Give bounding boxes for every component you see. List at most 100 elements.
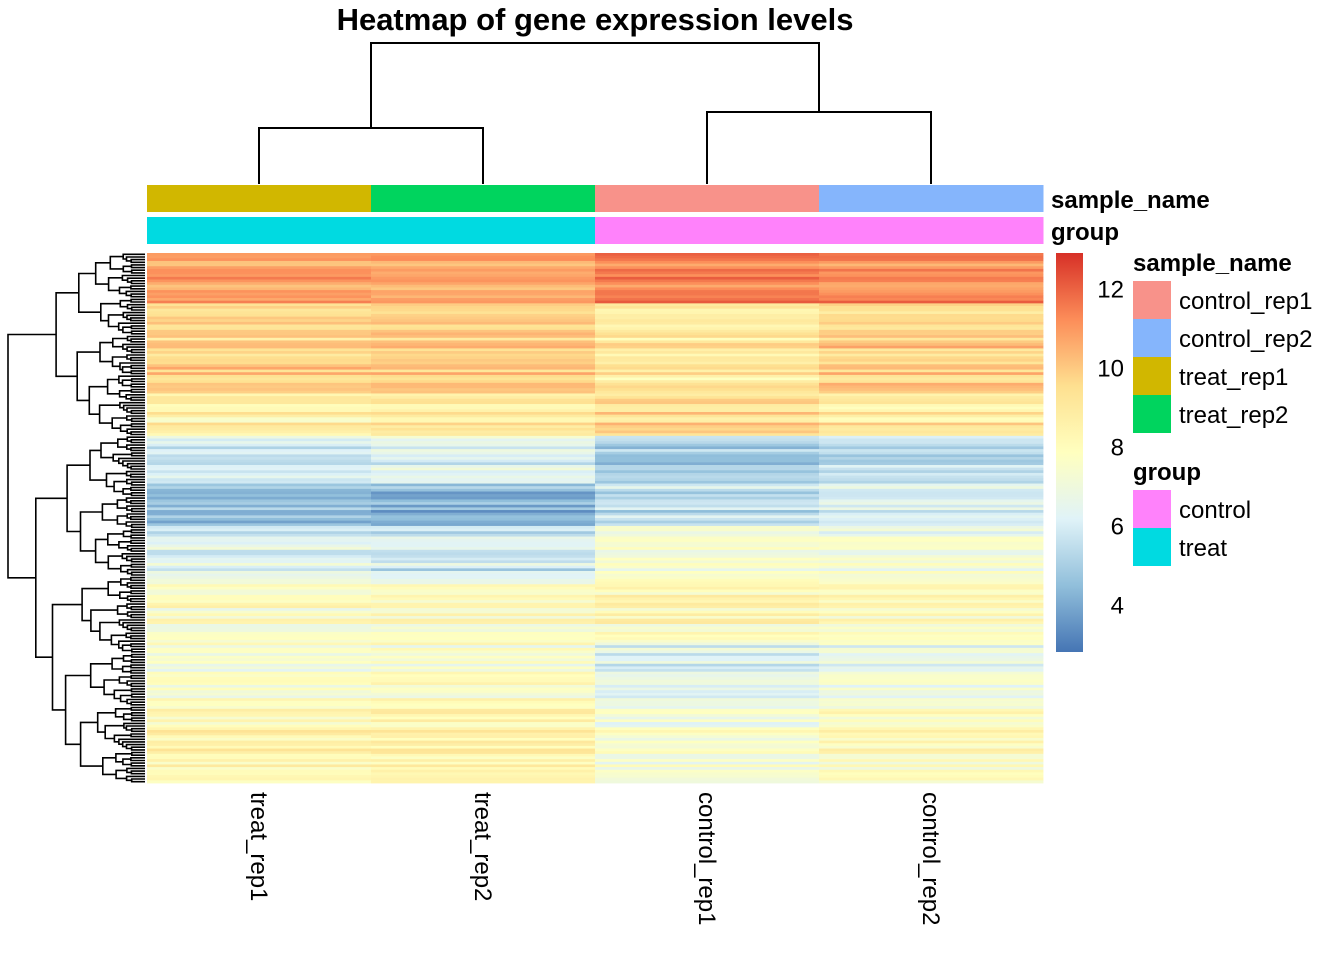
heatmap-cell <box>147 480 372 484</box>
heatmap-cell <box>595 761 820 765</box>
heatmap-cell <box>371 531 596 535</box>
heatmap-cell <box>595 496 820 500</box>
heatmap-cell <box>819 475 1044 479</box>
heatmap-cell <box>371 258 596 262</box>
heatmap-cell <box>147 565 372 569</box>
sample-name-annotation-cell <box>819 185 1044 212</box>
heatmap-cell <box>147 499 372 503</box>
heatmap-cell <box>819 578 1044 582</box>
heatmap-cell <box>595 324 820 328</box>
heatmap-cell <box>595 584 820 588</box>
heatmap-cell <box>819 608 1044 612</box>
heatmap-cell <box>147 510 372 514</box>
heatmap-cell <box>371 337 596 341</box>
heatmap-cell <box>147 677 372 681</box>
heatmap-cell <box>371 737 596 741</box>
heatmap-cell <box>595 552 820 556</box>
heatmap-cell <box>819 419 1044 423</box>
heatmap-cell <box>147 284 372 288</box>
heatmap-cell <box>371 491 596 495</box>
heatmap-cell <box>147 382 372 386</box>
heatmap-cell <box>595 308 820 312</box>
heatmap-cell <box>595 679 820 683</box>
heatmap-cell <box>371 690 596 694</box>
heatmap-cell <box>371 730 596 734</box>
heatmap-cell <box>595 531 820 535</box>
heatmap-cell <box>819 650 1044 654</box>
heatmap-cell <box>819 616 1044 620</box>
heatmap-cell <box>595 388 820 392</box>
heatmap-cell <box>595 523 820 527</box>
heatmap-cell <box>147 584 372 588</box>
heatmap-cell <box>819 329 1044 333</box>
heatmap-cell <box>147 433 372 437</box>
heatmap-cell <box>147 441 372 445</box>
heatmap-cell <box>371 480 596 484</box>
heatmap-cell <box>371 470 596 474</box>
heatmap-cell <box>819 560 1044 564</box>
heatmap-cell <box>147 459 372 463</box>
heatmap-cell <box>819 287 1044 291</box>
heatmap-cell <box>819 536 1044 540</box>
heatmap-cell <box>819 451 1044 455</box>
heatmap-cell <box>371 756 596 760</box>
heatmap-cell <box>595 716 820 720</box>
heatmap-cell <box>595 533 820 537</box>
heatmap-cell <box>371 372 596 376</box>
colorbar-ticks: 4 6 8 10 12 <box>1097 277 1124 620</box>
heatmap-cell <box>819 462 1044 466</box>
heatmap-cell <box>819 682 1044 686</box>
heatmap-cell <box>819 525 1044 529</box>
heatmap-cell <box>371 295 596 299</box>
heatmap-cell <box>819 449 1044 453</box>
heatmap-cell <box>819 722 1044 726</box>
heatmap-cell <box>147 345 372 349</box>
heatmap-cell <box>595 703 820 707</box>
heatmap-cell <box>819 430 1044 434</box>
heatmap-cell <box>819 496 1044 500</box>
heatmap-cell <box>595 446 820 450</box>
heatmap-cell <box>371 417 596 421</box>
heatmap-cell <box>595 624 820 628</box>
heatmap-cell <box>371 544 596 548</box>
heatmap-cell <box>819 552 1044 556</box>
heatmap-cell <box>595 290 820 294</box>
heatmap-cell <box>595 406 820 410</box>
heatmap-cell <box>371 541 596 545</box>
heatmap-cell <box>819 708 1044 712</box>
heatmap-cell <box>595 414 820 418</box>
heatmap-cell <box>819 584 1044 588</box>
heatmap-cell <box>147 647 372 651</box>
heatmap-cell <box>595 565 820 569</box>
heatmap-cell <box>819 719 1044 723</box>
heatmap-cell <box>147 714 372 718</box>
heatmap-cell <box>595 700 820 704</box>
heatmap-cell <box>147 515 372 519</box>
heatmap-cell <box>819 414 1044 418</box>
heatmap-cell <box>147 488 372 492</box>
heatmap-cell <box>819 396 1044 400</box>
heatmap-cell <box>371 523 596 527</box>
heatmap-cell <box>147 666 372 670</box>
heatmap-cell <box>595 343 820 347</box>
heatmap-cell <box>147 661 372 665</box>
heatmap-cell <box>819 661 1044 665</box>
heatmap-cell <box>595 518 820 522</box>
heatmap-cell <box>147 417 372 421</box>
heatmap-cell <box>371 682 596 686</box>
heatmap-cell <box>147 563 372 567</box>
heatmap-cell <box>147 700 372 704</box>
heatmap-cell <box>147 764 372 768</box>
heatmap-cell <box>819 679 1044 683</box>
heatmap-cell <box>147 398 372 402</box>
heatmap-cell <box>147 353 372 357</box>
heatmap-cell <box>371 703 596 707</box>
heatmap-cell <box>819 581 1044 585</box>
heatmap-cell <box>819 594 1044 598</box>
heatmap-cell <box>819 351 1044 355</box>
heatmap-cell <box>371 629 596 633</box>
heatmap-cell <box>371 364 596 368</box>
heatmap-cell <box>147 472 372 476</box>
heatmap-cell <box>147 761 372 765</box>
heatmap-cell <box>371 366 596 370</box>
